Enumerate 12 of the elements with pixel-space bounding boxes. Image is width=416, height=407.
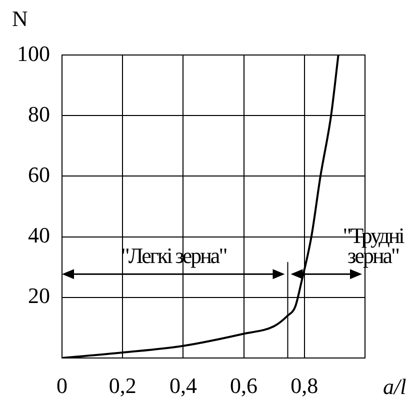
y-tick-label: 60 <box>28 162 50 187</box>
y-axis-title: N <box>12 6 28 31</box>
x-tick-label: 0 <box>56 372 68 398</box>
y-tick-label: 100 <box>17 40 50 66</box>
x-tick-label: 0,8 <box>290 372 318 398</box>
y-tick-label: 20 <box>28 283 50 308</box>
x-tick-label: 0,6 <box>230 372 258 398</box>
y-tick-label: 40 <box>28 222 50 248</box>
x-tick-label: 0,2 <box>108 372 136 398</box>
x-tick-label: 0,4 <box>169 372 197 398</box>
y-tick-label: 80 <box>28 101 50 126</box>
x-axis-title: a/l <box>383 374 406 399</box>
